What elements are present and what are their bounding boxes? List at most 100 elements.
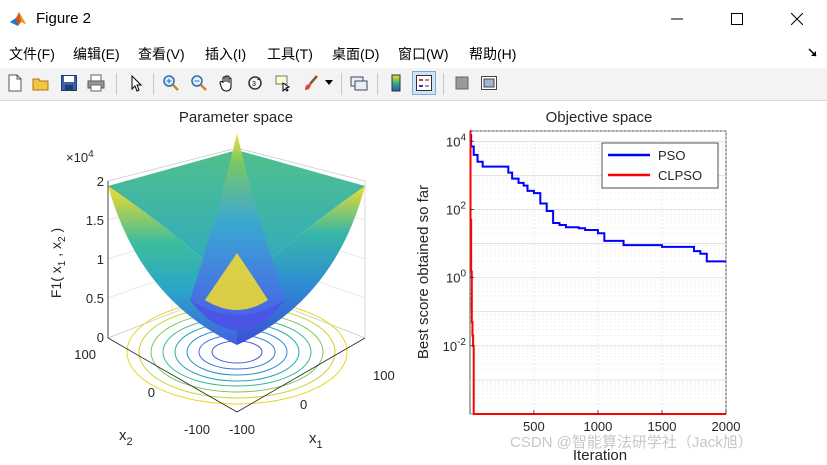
legend-box	[601, 142, 719, 189]
watermark: CSDN @智能算法研学社（Jack旭）	[510, 434, 753, 451]
menu-insert[interactable]: 插入(I)	[205, 46, 247, 62]
x2-tick: -100	[184, 422, 210, 437]
surface-front	[190, 133, 285, 330]
series-line-clpso	[469, 130, 726, 415]
insert-legend-icon	[416, 75, 432, 91]
surface-front-peak	[205, 253, 268, 310]
pointer-icon	[131, 74, 143, 92]
z-tick: 2	[97, 174, 104, 189]
x-axis-label: Iteration	[573, 447, 627, 464]
save-button[interactable]	[57, 71, 81, 95]
brush-dropdown-icon	[325, 80, 333, 85]
y-tick-label: 100	[446, 269, 466, 286]
x1-tick: -100	[229, 422, 255, 437]
x1-tick: 100	[373, 368, 395, 383]
toolbar-separator	[341, 73, 342, 95]
open-file-icon	[32, 78, 49, 91]
objective-space-plot: Objective space 500 1000 1500 2000 10410210…	[415, 109, 740, 464]
parameter-space-plot: Parameter space	[48, 109, 395, 451]
matlab-logo-icon	[10, 12, 26, 26]
x-tick-label: 1000	[583, 419, 612, 434]
link-plot-icon	[350, 76, 368, 91]
save-icon	[61, 75, 77, 91]
brush-icon	[305, 75, 318, 90]
svg-text:3: 3	[252, 81, 256, 88]
zoom-in-icon	[163, 75, 179, 91]
x1-axis-label: x1	[309, 430, 323, 451]
toolbar: 3	[0, 68, 827, 101]
brush-button[interactable]	[299, 71, 323, 95]
y-tick-label: 10-2	[443, 337, 467, 354]
close-button[interactable]	[767, 0, 827, 38]
menu-help[interactable]: 帮助(H)	[469, 46, 517, 62]
close-icon	[791, 13, 803, 25]
toolbar-separator	[116, 73, 117, 95]
insert-colorbar-button[interactable]	[384, 71, 408, 95]
toolbar-separator	[153, 73, 154, 95]
zoom-out-icon	[191, 75, 207, 91]
surface-bowl-bottom	[190, 300, 285, 330]
zoom-out-button[interactable]	[187, 71, 211, 95]
toolbar-separator	[443, 73, 444, 95]
rotate-3d-icon: 3	[248, 76, 262, 90]
z-exponent-label: ×104	[66, 149, 94, 165]
x2-tick: 100	[74, 347, 96, 362]
minimize-button[interactable]	[647, 0, 707, 38]
dock-arrow-icon[interactable]	[807, 47, 819, 59]
insert-colorbar-icon	[391, 74, 401, 92]
menu-desktop[interactable]: 桌面(D)	[332, 46, 380, 62]
new-figure-icon	[8, 74, 22, 92]
zoom-in-button[interactable]	[159, 71, 183, 95]
menu-tools[interactable]: 工具(T)	[267, 46, 313, 62]
right-plot-title: Objective space	[546, 109, 653, 126]
legend[interactable]: PSO CLPSO	[601, 142, 719, 189]
insert-legend-button[interactable]	[412, 71, 436, 95]
x2-axis-label: x2	[119, 427, 133, 448]
y-tick-label: 104	[446, 132, 466, 149]
left-plot-title: Parameter space	[179, 109, 293, 126]
y-tick-labels: 104 102 100 10-2	[443, 132, 474, 354]
rotate-3d-button[interactable]: 3	[243, 71, 267, 95]
edit-plot-button[interactable]	[124, 71, 148, 95]
link-plot-button[interactable]	[347, 71, 371, 95]
pan-button[interactable]	[215, 71, 239, 95]
maximize-button[interactable]	[707, 0, 767, 38]
x-tick-label: 500	[523, 419, 545, 434]
x1-tick: 0	[300, 397, 307, 412]
figure-svg: Parameter space	[48, 109, 740, 464]
window-title: Figure 2	[36, 10, 92, 27]
figure-canvas: Parameter space	[0, 101, 827, 465]
left-plot-axes	[107, 181, 366, 413]
data-cursor-button[interactable]	[271, 71, 295, 95]
show-plot-tools-button[interactable]	[477, 71, 501, 95]
y-tick-label: 102	[446, 200, 466, 217]
menu-edit[interactable]: 编辑(E)	[73, 46, 120, 62]
minimize-icon	[671, 18, 683, 20]
maximize-icon	[731, 13, 743, 25]
toolbar-separator	[377, 73, 378, 95]
open-file-button[interactable]	[29, 71, 53, 95]
x-tick-label: 2000	[712, 419, 741, 434]
chart-grid	[470, 130, 727, 415]
y-axis-label: Best score obtained so far	[415, 185, 432, 359]
chart-series	[469, 130, 726, 415]
show-plot-tools-icon	[481, 76, 497, 90]
x-tick-labels: 500 1000 1500 2000	[523, 410, 740, 434]
new-figure-button[interactable]	[3, 71, 27, 95]
menu-view[interactable]: 查看(V)	[138, 46, 185, 62]
hide-plot-tools-icon	[455, 76, 469, 90]
z-tick: 0	[97, 330, 104, 345]
series-line-pso	[470, 134, 726, 263]
legend-label-clpso: CLPSO	[658, 168, 702, 183]
print-button[interactable]	[84, 71, 108, 95]
menu-window[interactable]: 窗口(W)	[398, 46, 449, 62]
print-icon	[87, 74, 105, 92]
z-tick: 1.5	[86, 213, 104, 228]
data-cursor-icon	[275, 75, 291, 92]
menu-file[interactable]: 文件(F)	[9, 46, 55, 62]
z-axis-label: F1( x1 , x2 )	[48, 228, 68, 298]
hide-plot-tools-button[interactable]	[450, 71, 474, 95]
z-tick: 0.5	[86, 291, 104, 306]
brush-dropdown-button[interactable]	[322, 71, 336, 95]
